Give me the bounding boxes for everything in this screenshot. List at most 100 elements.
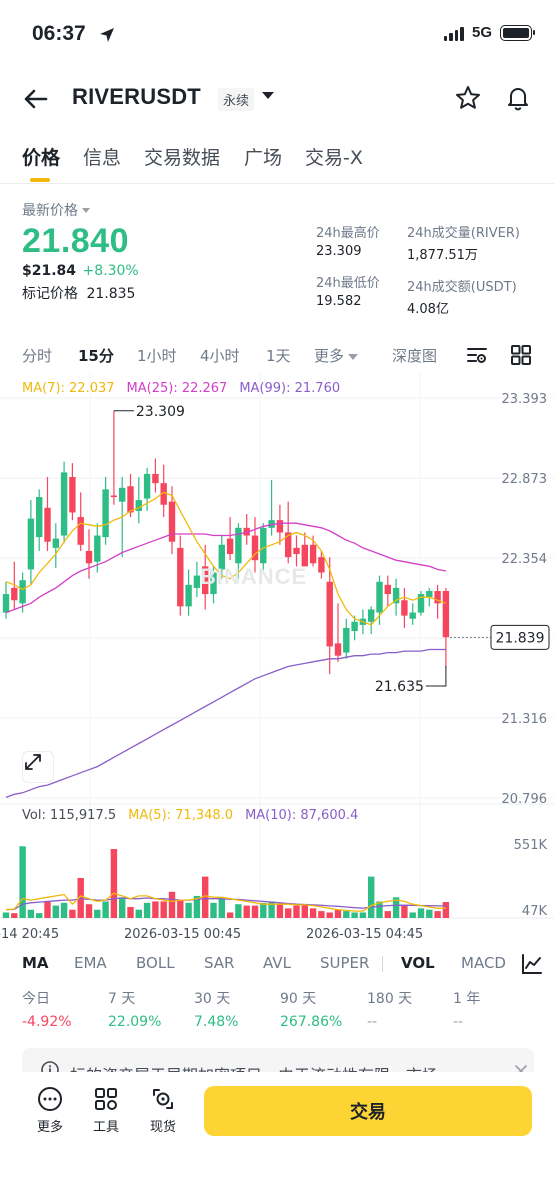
- volume-bar: [409, 912, 416, 918]
- layout-grid-icon[interactable]: [510, 344, 532, 366]
- indicator-macd[interactable]: MACD: [461, 954, 506, 972]
- chart-settings-icon[interactable]: [466, 344, 488, 366]
- interval-more[interactable]: 更多: [314, 345, 359, 366]
- candle-body: [276, 520, 284, 533]
- fullscreen-expand-button[interactable]: [22, 751, 54, 783]
- volume-bar: [351, 912, 358, 918]
- tools-button[interactable]: 工具: [86, 1086, 126, 1135]
- candle-body: [309, 544, 317, 564]
- volume-bar: [85, 904, 93, 918]
- volume-bar: [152, 901, 159, 918]
- price-type-selector[interactable]: 最新价格: [22, 200, 139, 220]
- indicator-boll[interactable]: BOLL: [136, 954, 175, 972]
- bottom-action-bar: 更多 工具 现货 交易: [0, 1072, 554, 1199]
- volume-bar: [202, 876, 209, 918]
- kline-chart[interactable]: 23.39322.87322.35421.83521.31620.79623.3…: [0, 372, 554, 944]
- more-label: 更多: [36, 1120, 63, 1135]
- symbol-dropdown-icon[interactable]: [262, 92, 274, 99]
- more-dots-icon: [38, 1087, 62, 1111]
- usd-price: $21.84: [22, 263, 77, 279]
- price-alert-bell-icon[interactable]: [504, 84, 532, 112]
- volume-bar: [276, 904, 284, 918]
- perf-30d: 30 天 7.48%: [194, 988, 238, 1030]
- back-arrow-icon[interactable]: [20, 84, 50, 114]
- candle-body: [94, 535, 101, 562]
- stats-col-volume: 24h成交量(RIVER) 1,877.51万 24h成交额(USDT) 4.0…: [407, 222, 520, 317]
- perf-7d: 7 天 22.09%: [108, 988, 161, 1030]
- tools-label: 工具: [92, 1120, 119, 1135]
- volume-bar: [44, 901, 51, 918]
- volume-bar: [251, 905, 259, 918]
- volume-bar: [285, 908, 292, 918]
- tab-square[interactable]: 广场: [244, 147, 283, 169]
- interval-4h[interactable]: 4小时: [200, 347, 240, 365]
- perf-label: 7 天: [108, 991, 136, 1007]
- candle-body: [27, 518, 35, 570]
- indicator-avl[interactable]: AVL: [263, 954, 291, 972]
- trade-button[interactable]: 交易: [204, 1086, 532, 1136]
- battery-icon: [500, 24, 535, 41]
- price-axis-label: 22.354: [502, 552, 548, 567]
- spot-button[interactable]: 现货: [143, 1086, 183, 1135]
- tab-price[interactable]: 价格: [22, 147, 61, 169]
- indicator-ma[interactable]: MA: [22, 954, 49, 972]
- candle-body: [119, 487, 126, 502]
- volume-bar: [426, 909, 433, 918]
- tab-trade-x[interactable]: 交易-X: [305, 147, 363, 169]
- current-price-tag-label: 21.839: [496, 630, 545, 646]
- indicator-settings-icon[interactable]: [520, 952, 544, 976]
- volume-bar: [235, 904, 242, 918]
- tab-trading-data[interactable]: 交易数据: [144, 147, 221, 169]
- favorite-star-icon[interactable]: [454, 84, 482, 112]
- volume-bar: [60, 902, 68, 918]
- location-arrow-icon: [100, 28, 114, 42]
- candle-body: [110, 495, 118, 498]
- candle-body: [69, 477, 76, 513]
- interval-line[interactable]: 分时: [22, 347, 53, 365]
- high-value: 23.309: [316, 244, 362, 259]
- interval-more-label: 更多: [314, 347, 345, 365]
- price-type-label: 最新价格: [22, 203, 78, 219]
- indicator-ema[interactable]: EMA: [74, 954, 107, 972]
- volume-bar: [392, 897, 400, 918]
- active-tab-indicator: [30, 178, 50, 182]
- symbol-title[interactable]: RIVERUSDT: [72, 84, 201, 109]
- interval-1h[interactable]: 1小时: [137, 347, 177, 365]
- candle-body: [334, 643, 342, 656]
- volume-bar: [301, 904, 308, 918]
- candle-body: [368, 609, 375, 622]
- indicator-vol[interactable]: VOL: [401, 954, 435, 972]
- ma99-line: [5, 648, 446, 799]
- kline-svg[interactable]: 23.39322.87322.35421.83521.31620.79623.3…: [0, 372, 554, 944]
- volume-bar: [334, 909, 342, 918]
- spot-label: 现货: [149, 1120, 176, 1135]
- price-summary: 最新价格 21.840 $21.84 +8.30% 标记价格 21.835: [22, 200, 139, 303]
- candle-body: [293, 547, 300, 555]
- depth-chart-tab[interactable]: 深度图: [392, 347, 438, 365]
- volume-bar: [69, 909, 76, 918]
- volume-ma5-line: [5, 892, 446, 912]
- volume-ma10-line: [5, 897, 446, 911]
- candle-body: [384, 584, 391, 595]
- volume-ma10-legend: MA(10): 87,600.4: [245, 808, 359, 823]
- candle-body: [127, 486, 134, 513]
- time-axis-label: 3-14 20:45: [0, 927, 59, 942]
- tab-info[interactable]: 信息: [83, 147, 122, 169]
- indicator-sar[interactable]: SAR: [204, 954, 235, 972]
- interval-1d[interactable]: 1天: [266, 347, 291, 365]
- price-axis-label: 20.796: [502, 792, 548, 807]
- low-value: 19.582: [316, 294, 362, 309]
- candle-body: [326, 581, 333, 647]
- perf-value: 267.86%: [280, 1014, 343, 1030]
- main-tabs: 价格 信息 交易数据 广场 交易-X: [0, 140, 554, 184]
- interval-15m[interactable]: 15分: [78, 347, 114, 365]
- volume-bar: [143, 902, 151, 918]
- volume-axis-label: 551K: [514, 838, 548, 853]
- mark-price-value: 21.835: [86, 286, 136, 302]
- ma25-legend: MA(25): 22.267: [126, 381, 228, 396]
- indicator-super[interactable]: SUPER: [320, 954, 370, 972]
- ma99-legend: MA(99): 21.760: [239, 381, 341, 396]
- mark-price-label: 标记价格: [22, 286, 78, 302]
- more-button[interactable]: 更多: [30, 1086, 70, 1135]
- volume-bar: [177, 900, 184, 918]
